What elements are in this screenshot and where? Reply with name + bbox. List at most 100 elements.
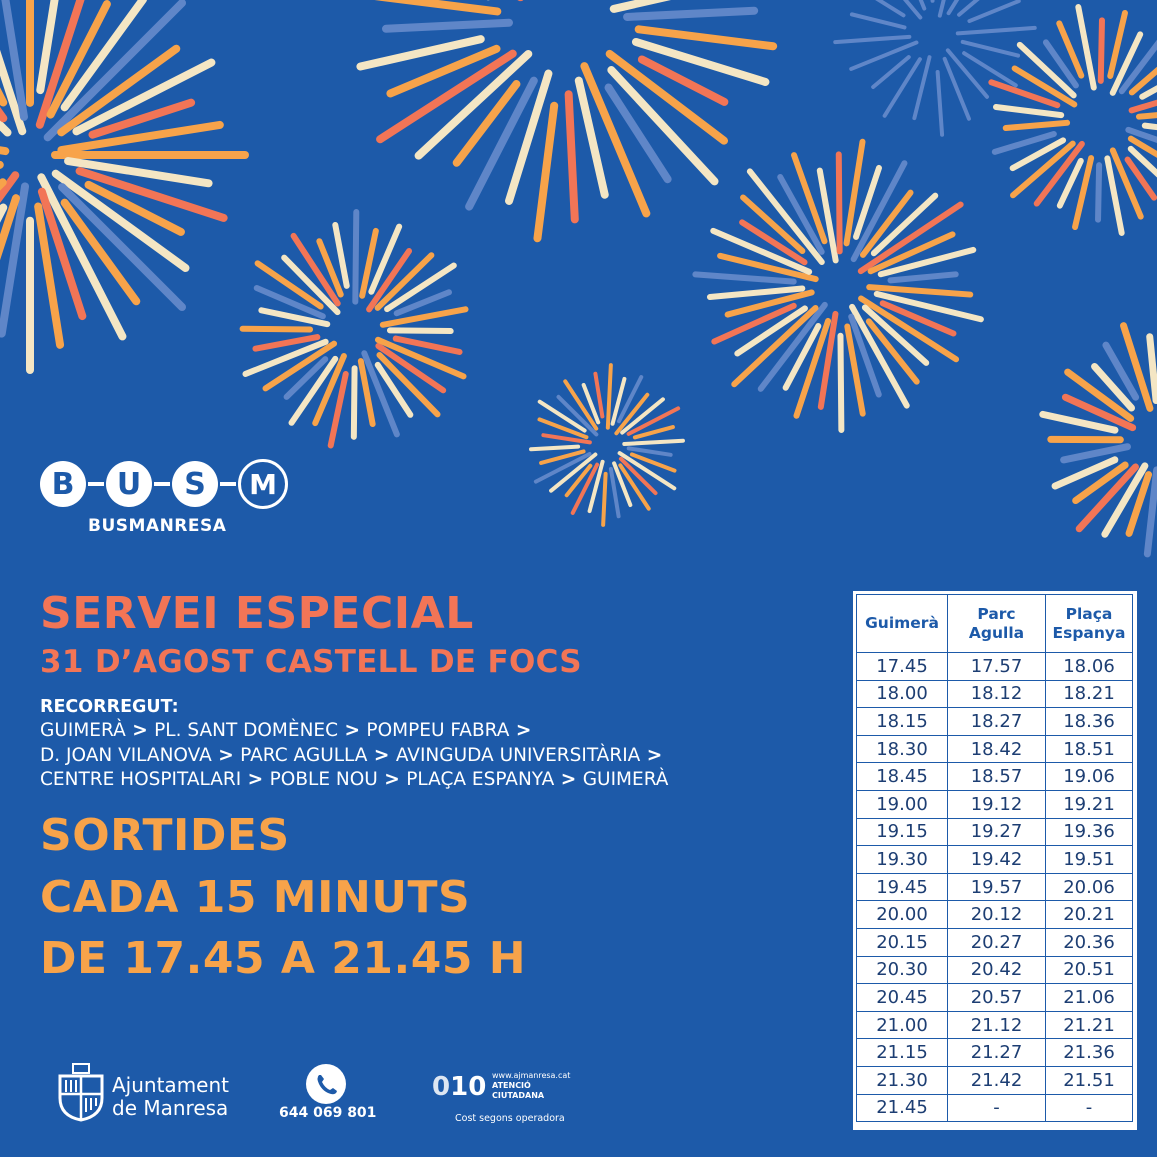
- logo-dash: [220, 482, 236, 486]
- firework-ray: [617, 451, 677, 491]
- table-cell: 19.36: [1045, 817, 1133, 847]
- route-stop: AVINGUDA UNIVERSITÀRIA: [395, 744, 641, 766]
- table-cell: 18.00: [856, 679, 948, 709]
- firework-burst: [1039, 322, 1157, 558]
- firework-ray: [740, 194, 806, 255]
- table-cell: 21.45: [856, 1093, 948, 1123]
- firework-burst: [988, 4, 1157, 236]
- firework-ray: [1075, 463, 1139, 533]
- firework-ray: [1009, 137, 1067, 172]
- firework-ray: [605, 363, 613, 430]
- firework-ray: [376, 351, 441, 418]
- firework-ray: [375, 342, 447, 394]
- firework-ray: [57, 120, 224, 155]
- firework-ray: [608, 466, 621, 519]
- firework-ray: [0, 182, 30, 338]
- firework-ray: [1139, 85, 1157, 100]
- firework-ray: [879, 300, 957, 337]
- firework-ray: [843, 138, 866, 247]
- route-line: GUIMERÀ > PL. SANT DOMÈNEC > POMPEU FABR…: [40, 719, 668, 744]
- route-stop: GUIMERÀ: [582, 769, 669, 790]
- firework-burst: [529, 363, 685, 527]
- table-row: 18.15 18.27 18.36: [856, 707, 1133, 736]
- atencio-ciutadana: ATENCIÓ CIUTADANA: [492, 1081, 544, 1101]
- table-cell: 19.57: [947, 872, 1046, 902]
- firework-ray: [1125, 126, 1157, 143]
- firework-ray: [866, 284, 974, 298]
- table-cell: 17.57: [947, 652, 1046, 681]
- firework-ray: [757, 301, 828, 392]
- firework-ray: [35, 0, 85, 129]
- table-cell: -: [1045, 1093, 1133, 1123]
- firework-ray: [777, 174, 825, 255]
- table-cell: 20.30: [856, 955, 948, 985]
- logo-letter-m: M: [238, 459, 288, 509]
- firework-ray: [706, 285, 806, 301]
- firework-ray: [1002, 119, 1071, 132]
- firework-ray: [1075, 4, 1097, 91]
- departures-line-1: SORTIDES: [40, 810, 290, 861]
- firework-ray: [239, 325, 314, 333]
- table-cell: 18.36: [1045, 707, 1133, 736]
- route-line: D. JOAN VILANOVA > PARC AGULLA > AVINGUD…: [40, 744, 668, 769]
- route-stop: D. JOAN VILANOVA: [40, 744, 212, 766]
- table-cell: 20.45: [856, 983, 948, 1012]
- firework-ray: [1016, 41, 1077, 99]
- firework-ray: [791, 152, 828, 245]
- firework-ray: [1125, 471, 1153, 537]
- table-row: 21.00 21.12 21.21: [856, 1010, 1133, 1040]
- route-separator: >: [367, 744, 396, 766]
- firework-ray: [242, 338, 329, 377]
- firework-ray: [537, 417, 589, 440]
- header-guimera: Guimerà: [856, 594, 948, 653]
- firework-ray: [356, 35, 485, 71]
- firework-ray: [580, 62, 651, 218]
- firework-ray: [734, 305, 808, 357]
- firework-ray: [620, 397, 665, 435]
- whatsapp-icon: [306, 1064, 346, 1104]
- table-cell: 20.51: [1045, 955, 1133, 985]
- route-separator: >: [377, 769, 407, 790]
- firework-ray: [1011, 65, 1078, 108]
- page-title: SERVEI ESPECIAL: [40, 588, 474, 639]
- table-cell: 18.27: [947, 707, 1046, 736]
- firework-ray: [871, 55, 911, 89]
- route-line: CENTRE HOSPITALARI > POBLE NOU > PLAÇA E…: [40, 768, 668, 793]
- table-row: 18.00 18.12 18.21: [856, 679, 1133, 709]
- table-row: 20.45 20.57 21.06: [856, 983, 1133, 1012]
- table-cell: 20.12: [947, 900, 1046, 929]
- firework-ray: [1056, 20, 1085, 79]
- firework-ray: [875, 0, 906, 18]
- firework-ray: [724, 289, 815, 318]
- firework-ray: [912, 55, 932, 121]
- firework-ray: [612, 461, 633, 508]
- route-separator: >: [640, 744, 663, 766]
- firework-ray: [853, 164, 882, 240]
- route-label: RECORREGUT:: [40, 697, 179, 717]
- phone-010: 010: [432, 1072, 486, 1102]
- table-cell: 20.21: [1045, 900, 1133, 929]
- firework-ray: [1039, 410, 1119, 434]
- firework-ray: [379, 306, 469, 328]
- table-cell: 21.06: [1045, 983, 1133, 1012]
- route-separator: >: [509, 720, 532, 741]
- firework-ray: [865, 318, 920, 385]
- firework-ray: [1033, 140, 1085, 207]
- firework-ray: [43, 0, 187, 142]
- firework-ray: [283, 356, 329, 400]
- table-row: 21.45- -: [856, 1093, 1133, 1123]
- manresa-crest-icon: [58, 1063, 104, 1122]
- firework-ray: [1010, 140, 1076, 199]
- firework-ray: [1072, 461, 1129, 505]
- firework-ray: [631, 37, 770, 87]
- firework-ray: [382, 18, 513, 33]
- firework-ray: [935, 70, 945, 137]
- firework-ray: [88, 98, 196, 139]
- firework-ray: [946, 0, 960, 16]
- firework-ray: [72, 58, 216, 136]
- table-cell: 21.15: [856, 1038, 948, 1067]
- firework-ray: [1060, 443, 1131, 464]
- firework-ray: [859, 189, 914, 258]
- firework-ray: [312, 353, 347, 427]
- table-cell: 21.12: [947, 1010, 1046, 1040]
